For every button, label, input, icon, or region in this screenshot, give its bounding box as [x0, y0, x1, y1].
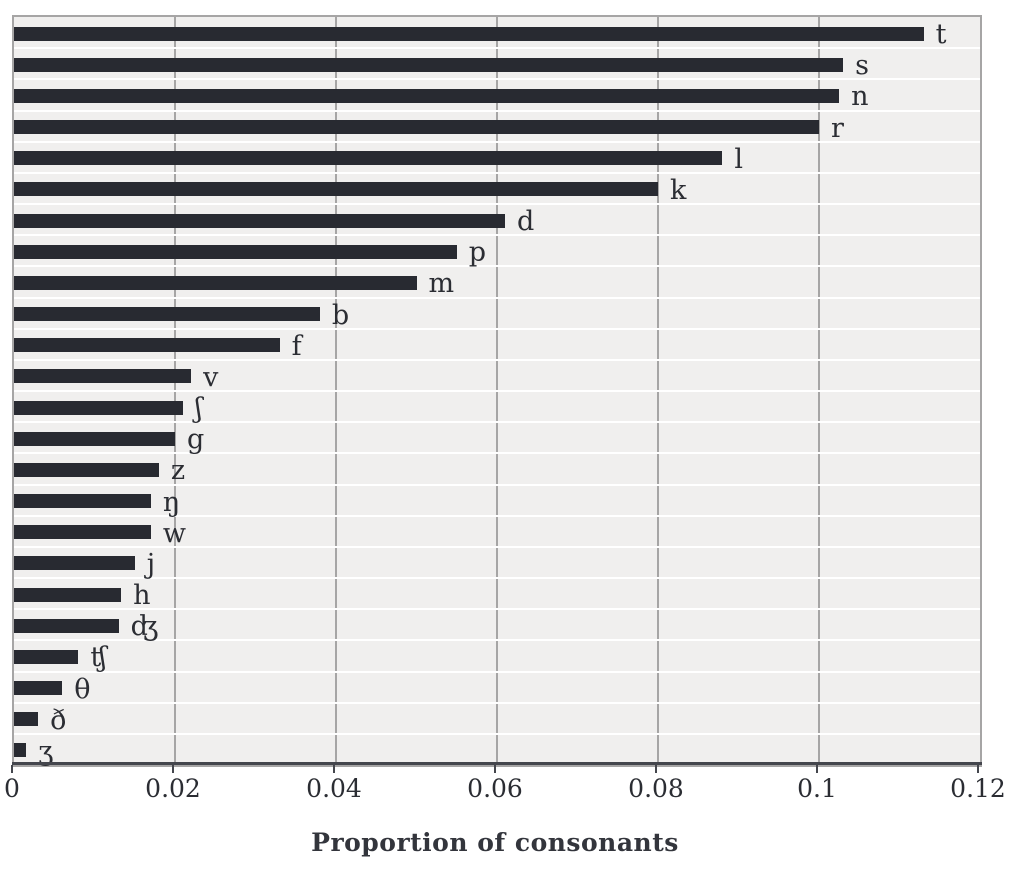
bar-label-w: w	[162, 517, 186, 549]
horizontal-gridline	[14, 296, 980, 299]
horizontal-gridline	[14, 732, 980, 735]
bar-label-ŋ: ŋ	[162, 486, 181, 518]
horizontal-gridline	[14, 140, 980, 143]
bar-b	[14, 307, 320, 322]
bar-label-l: l	[734, 143, 744, 175]
x-axis-title: Proportion of consonants	[311, 828, 679, 857]
bar-r	[14, 120, 819, 135]
bar-w	[14, 525, 151, 540]
bar-label-v: v	[203, 361, 219, 393]
x-axis-tick	[977, 765, 979, 773]
x-axis-tick	[655, 765, 657, 773]
bar-label-k: k	[670, 174, 687, 206]
x-axis-tick-label: 0.12	[950, 774, 1006, 803]
bar-label-b: b	[331, 299, 350, 331]
x-axis-tick	[333, 765, 335, 773]
bar-ŋ	[14, 494, 151, 509]
horizontal-gridline	[14, 608, 980, 611]
horizontal-gridline	[14, 265, 980, 268]
bar-v	[14, 369, 192, 384]
bar-label-f: f	[291, 330, 302, 362]
horizontal-gridline	[14, 421, 980, 424]
horizontal-gridline	[14, 483, 980, 486]
x-axis-tick-label: 0.1	[797, 774, 837, 803]
bar-label-m: m	[428, 268, 455, 300]
bar-label-p: p	[468, 237, 487, 269]
bar-label-j: j	[146, 548, 156, 580]
horizontal-gridline	[14, 234, 980, 237]
bar-m	[14, 275, 417, 290]
bar-label-ʃ: ʃ	[195, 393, 203, 425]
bar-d	[14, 213, 506, 228]
bar-label-s: s	[855, 50, 869, 82]
bar-z	[14, 462, 159, 477]
horizontal-gridline	[14, 203, 980, 205]
bar-label-t: t	[935, 19, 947, 51]
horizontal-gridline	[14, 514, 980, 517]
bar-p	[14, 244, 457, 259]
horizontal-gridline	[14, 327, 980, 330]
horizontal-gridline	[14, 639, 980, 642]
horizontal-gridline	[14, 109, 980, 112]
x-axis-tick	[172, 765, 174, 773]
bar-l	[14, 151, 723, 166]
x-axis-tick	[11, 765, 13, 773]
horizontal-gridline	[14, 171, 980, 174]
horizontal-gridline	[14, 78, 980, 81]
horizontal-gridline	[14, 358, 980, 361]
bar-ʤ	[14, 618, 119, 633]
horizontal-gridline	[14, 47, 980, 50]
bar-k	[14, 182, 658, 197]
bar-label-g: g	[187, 424, 205, 456]
horizontal-gridline	[14, 545, 980, 548]
bar-label-z: z	[170, 455, 186, 487]
bar-n	[14, 88, 840, 103]
bar-f	[14, 338, 280, 353]
bar-ʧ	[14, 649, 79, 664]
bar-label-r: r	[831, 112, 844, 144]
bar-label-d: d	[517, 206, 535, 238]
bar-label-θ: θ	[74, 673, 91, 705]
bar-h	[14, 587, 122, 602]
x-axis-tick-label: 0	[4, 774, 20, 803]
horizontal-gridline	[14, 452, 980, 455]
bar-s	[14, 57, 844, 72]
bar-label-ð: ð	[50, 704, 67, 736]
bar-ʒ	[14, 743, 27, 758]
x-axis-line	[12, 762, 982, 765]
bar-label-ʒ: ʒ	[38, 735, 54, 767]
bar-t	[14, 26, 924, 41]
bar-label-ʧ: ʧ	[90, 642, 107, 674]
x-axis-tick-label: 0.04	[306, 774, 362, 803]
x-axis-tick-label: 0.08	[628, 774, 684, 803]
horizontal-gridline	[14, 701, 980, 704]
bar-ʃ	[14, 400, 184, 415]
bar-j	[14, 556, 135, 571]
bar-label-n: n	[851, 81, 869, 113]
bar-θ	[14, 681, 63, 696]
x-axis-tick	[816, 765, 818, 773]
x-axis-tick-label: 0.06	[467, 774, 523, 803]
bar-g	[14, 431, 175, 446]
horizontal-gridline	[14, 670, 980, 673]
bar-ð	[14, 712, 39, 727]
bar-label-h: h	[133, 580, 151, 612]
x-axis-tick-label: 0.02	[145, 774, 201, 803]
bar-label-ʤ: ʤ	[130, 611, 159, 643]
horizontal-gridline	[14, 390, 980, 392]
x-axis-tick	[494, 765, 496, 773]
horizontal-gridline	[14, 577, 980, 579]
